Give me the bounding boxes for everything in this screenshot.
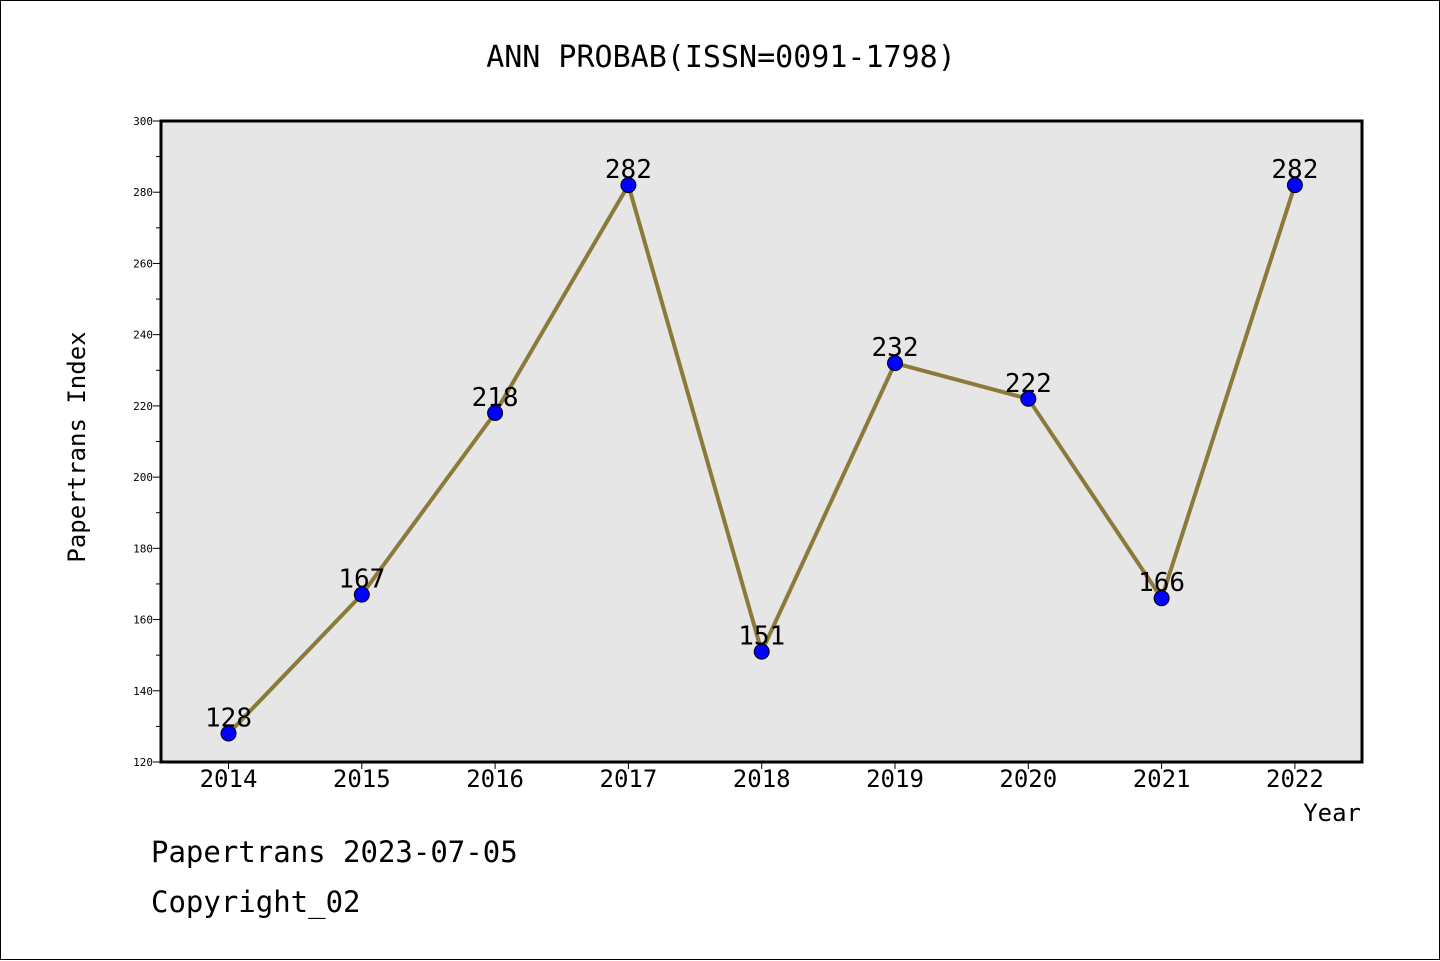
- data-point: [220, 725, 237, 742]
- x-tick-label: 2015: [333, 765, 391, 793]
- y-tick-label: 140: [133, 685, 153, 698]
- y-tick-label: 160: [133, 614, 153, 627]
- data-labels: 128 167 218 282 151 232 222 166 282: [205, 155, 1318, 733]
- x-axis-ticks: 2014 2015 2016 2017 2018 2019 2020 2021 2022: [200, 762, 1324, 793]
- y-tick-label: 200: [133, 471, 153, 484]
- y-tick-label: 280: [133, 186, 153, 199]
- data-point: [353, 586, 370, 603]
- y-axis-ticks: 120 140 160 180 200 220 240 260 280 300: [133, 115, 161, 769]
- y-tick-label: 180: [133, 542, 153, 555]
- data-point: [487, 405, 504, 422]
- y-tick-label: 120: [133, 756, 153, 769]
- plot-area: [161, 121, 1362, 762]
- data-point: [753, 643, 770, 660]
- data-label: 167: [338, 565, 385, 595]
- data-label: 282: [605, 155, 652, 185]
- data-label: 222: [1005, 369, 1052, 399]
- data-label: 166: [1138, 568, 1185, 598]
- data-point: [1153, 590, 1170, 607]
- footer-copyright-text: Copyright_02: [151, 885, 361, 919]
- x-tick-label: 2022: [1266, 765, 1324, 793]
- x-tick-label: 2016: [466, 765, 524, 793]
- y-tick-label: 300: [133, 115, 153, 128]
- data-points: [220, 177, 1303, 742]
- data-point: [1020, 390, 1037, 407]
- x-tick-label: 2019: [866, 765, 924, 793]
- y-tick-label: 260: [133, 257, 153, 270]
- chart-title: ANN PROBAB(ISSN=0091-1798): [486, 40, 956, 75]
- data-label: 218: [472, 383, 519, 413]
- x-tick-label: 2014: [200, 765, 258, 793]
- y-tick-label: 220: [133, 400, 153, 413]
- x-tick-label: 2020: [999, 765, 1057, 793]
- y-tick-label: 240: [133, 329, 153, 342]
- data-point: [887, 355, 903, 372]
- plot-border: [159, 119, 1364, 764]
- data-label: 232: [872, 333, 919, 363]
- data-point: [1286, 177, 1303, 194]
- x-tick-label: 2018: [733, 765, 791, 793]
- y-axis-label: Papertrans Index: [63, 331, 91, 562]
- data-label: 282: [1271, 155, 1318, 185]
- data-label: 151: [738, 622, 785, 652]
- x-axis-label: Year: [1303, 799, 1361, 827]
- footer-date-text: Papertrans 2023-07-05: [151, 835, 518, 869]
- data-point: [620, 177, 637, 194]
- x-tick-label: 2017: [600, 765, 658, 793]
- data-label: 128: [205, 704, 252, 734]
- x-tick-label: 2021: [1133, 765, 1191, 793]
